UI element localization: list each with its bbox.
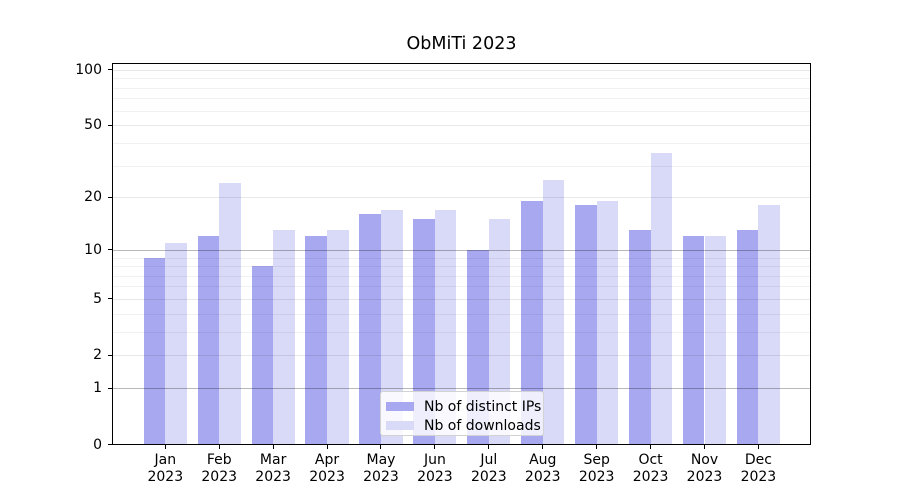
- bar: [521, 201, 543, 445]
- minor-gridline: [112, 87, 811, 89]
- y-tick-mark: [107, 298, 112, 300]
- bar: [650, 153, 673, 445]
- x-tick-mark: [596, 444, 598, 449]
- y-tick-label: 20: [84, 189, 102, 206]
- y-tick-mark: [107, 387, 112, 389]
- x-tick-mark: [542, 444, 544, 449]
- legend-swatch-downloads: [386, 420, 414, 431]
- bar: [682, 236, 705, 445]
- x-tick-mark: [650, 444, 652, 449]
- x-tick-mark: [164, 444, 166, 449]
- x-tick-label: May 2023: [363, 452, 399, 485]
- bar: [197, 236, 220, 445]
- y-tick-label: 50: [84, 117, 102, 134]
- y-tick-label: 0: [93, 436, 102, 453]
- bar: [413, 219, 435, 445]
- bar: [219, 183, 241, 445]
- x-tick-label: Feb 2023: [201, 452, 238, 485]
- bar: [736, 230, 759, 445]
- y-tick-label: 5: [93, 290, 102, 307]
- minor-gridline: [112, 78, 811, 80]
- bar: [305, 236, 328, 445]
- legend-label-downloads: Nb of downloads: [424, 417, 541, 434]
- x-tick-label: Jul 2023: [470, 452, 507, 485]
- major-gridline: [112, 125, 811, 127]
- major-gridline: [112, 197, 811, 199]
- x-tick-label: Aug 2023: [524, 452, 561, 485]
- x-tick-label: Nov 2023: [686, 452, 723, 485]
- legend-item-distinct-ips: Nb of distinct IPs: [386, 397, 543, 416]
- bar: [596, 201, 619, 445]
- bar: [273, 230, 295, 445]
- emphasized-gridline: [112, 249, 811, 251]
- x-tick-label: Dec 2023: [740, 452, 777, 485]
- bar: [758, 205, 780, 445]
- y-tick-label: 1: [93, 380, 102, 397]
- x-tick-label: Sep 2023: [578, 452, 615, 485]
- bar: [542, 179, 565, 445]
- major-gridline: [112, 355, 811, 357]
- bar: [488, 219, 511, 445]
- minor-gridline: [112, 286, 811, 288]
- bar: [704, 236, 727, 445]
- bar: [359, 214, 381, 445]
- y-tick-mark: [107, 354, 112, 356]
- emphasized-gridline: [112, 388, 811, 390]
- minor-gridline: [112, 275, 811, 277]
- x-tick-label: Apr 2023: [309, 452, 345, 485]
- bar: [380, 209, 403, 445]
- minor-gridline: [112, 98, 811, 100]
- major-gridline: [112, 69, 811, 71]
- y-tick-mark: [107, 444, 112, 445]
- chart-title: ObMiTi 2023: [406, 34, 517, 54]
- y-tick-label: 2: [93, 347, 102, 364]
- bar: [575, 205, 597, 445]
- x-tick-mark: [434, 444, 436, 449]
- y-tick-label: 100: [75, 61, 102, 78]
- bar: [251, 266, 274, 445]
- bar: [143, 257, 166, 445]
- x-tick-mark: [272, 444, 274, 449]
- x-tick-label: Oct 2023: [632, 452, 669, 485]
- legend-item-downloads: Nb of downloads: [386, 416, 543, 435]
- x-tick-label: Jun 2023: [417, 452, 453, 485]
- minor-gridline: [112, 142, 811, 144]
- x-tick-label: Jan 2023: [147, 452, 184, 485]
- y-tick-mark: [107, 124, 112, 126]
- major-gridline: [112, 298, 811, 300]
- minor-gridline: [112, 313, 811, 315]
- legend-swatch-distinct-ips: [386, 401, 414, 412]
- bar: [628, 230, 651, 445]
- minor-gridline: [112, 331, 811, 333]
- x-tick-mark: [380, 444, 382, 449]
- legend-label-distinct-ips: Nb of distinct IPs: [424, 398, 542, 415]
- y-tick-mark: [107, 196, 112, 198]
- legend: Nb of distinct IPs Nb of downloads: [380, 391, 544, 436]
- minor-gridline: [112, 257, 811, 259]
- minor-gridline: [112, 110, 811, 112]
- bar: [165, 242, 187, 445]
- y-tick-mark: [107, 249, 112, 251]
- y-tick-mark: [107, 69, 112, 71]
- minor-gridline: [112, 266, 811, 268]
- x-tick-mark: [326, 444, 328, 449]
- x-tick-mark: [704, 444, 705, 449]
- x-tick-mark: [218, 444, 220, 449]
- y-tick-label: 10: [84, 241, 102, 258]
- x-tick-label: Mar 2023: [255, 452, 291, 485]
- x-tick-mark: [757, 444, 759, 449]
- bar: [327, 230, 349, 445]
- bar: [434, 209, 457, 445]
- x-tick-mark: [488, 444, 490, 449]
- minor-gridline: [112, 165, 811, 167]
